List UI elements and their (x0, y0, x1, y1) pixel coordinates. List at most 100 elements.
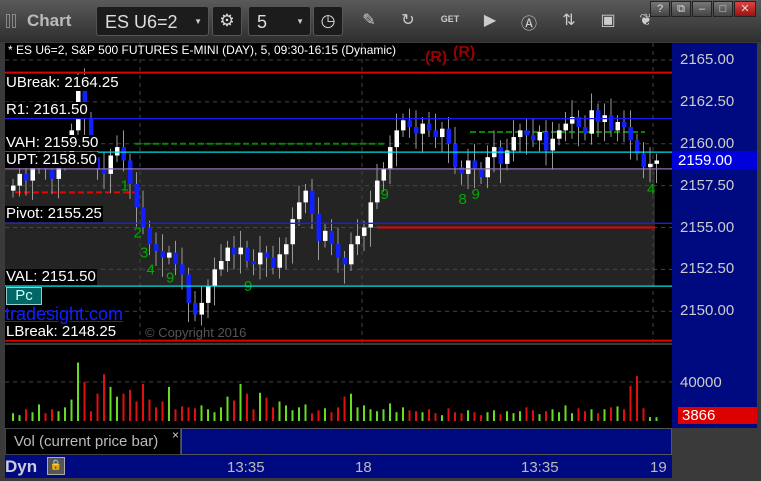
volume-bar (77, 362, 79, 421)
volume-bar (272, 407, 274, 421)
volume-bar (291, 410, 294, 421)
candle-body (141, 207, 146, 228)
candle-body (271, 257, 276, 268)
watermark-link[interactable]: tradesight.com (5, 304, 124, 324)
volume-pane[interactable] (5, 345, 672, 428)
volume-bar (200, 405, 203, 421)
candle-body (446, 128, 451, 144)
volume-bar (402, 407, 404, 421)
candle-body (134, 183, 139, 208)
candle-body (219, 261, 224, 270)
volume-bar (142, 383, 144, 421)
candle-body (407, 120, 412, 127)
volume-bar (389, 403, 391, 421)
candle-body (427, 123, 432, 131)
volume-bar (499, 414, 502, 421)
candle-body (394, 130, 399, 148)
candle-body (121, 147, 126, 161)
minimize-button[interactable]: – (692, 1, 712, 17)
candle-body (329, 230, 334, 245)
volume-bar (70, 399, 73, 421)
symbol-select[interactable]: ES U6=2 ▼ (96, 6, 209, 36)
count-marker: 4 (647, 181, 655, 198)
candle-body (414, 127, 419, 134)
candle-body (173, 252, 178, 265)
gear-icon[interactable]: ⚙ (212, 6, 242, 36)
close-button[interactable]: ✕ (734, 1, 756, 17)
drag-grip-icon[interactable] (12, 14, 16, 28)
volume-bar (194, 408, 196, 421)
volume-bar (181, 406, 183, 421)
interval-select[interactable]: 5 ▼ (248, 6, 311, 36)
candle-body (225, 247, 230, 261)
indicator-tab-bar (181, 428, 672, 455)
candle-body (563, 123, 568, 131)
volume-bar (636, 376, 638, 421)
level-label: R1: 2161.50 (5, 100, 89, 118)
maximize-button[interactable]: □ (713, 1, 733, 17)
candle-body (342, 257, 347, 265)
candle-body (622, 121, 627, 127)
volume-bar (44, 413, 47, 421)
copyright: © Copyright 2016 (145, 325, 247, 340)
help-button[interactable]: ? (650, 1, 670, 17)
volume-bar (317, 410, 320, 421)
restore-button[interactable]: ⧉ (671, 1, 691, 17)
get-icon[interactable]: GET (440, 14, 460, 24)
dyn-mode-button[interactable]: Dyn (5, 457, 38, 476)
volume-bar (408, 410, 411, 421)
candle-body (518, 130, 523, 138)
candle-body (245, 247, 250, 261)
candle-body (596, 110, 601, 122)
pencil-icon[interactable]: ✎ (362, 12, 376, 29)
close-indicator-button[interactable]: × (172, 428, 180, 442)
candle-body (524, 130, 529, 136)
volume-bar (129, 389, 131, 421)
lock-icon[interactable]: 🔒 (47, 457, 65, 475)
candle-body (167, 252, 172, 258)
volume-bar (629, 385, 632, 421)
price-tick: 2157.50 (680, 176, 735, 194)
price-axis[interactable]: 2165.00 2162.50 2160.00 2157.50 2155.00 2152.… (672, 43, 757, 345)
price-tick: 2155.00 (680, 218, 735, 236)
volume-bar (135, 401, 138, 421)
volume-bar (116, 396, 118, 421)
candle-body (323, 230, 328, 241)
candle-body (453, 143, 458, 168)
candle-body (498, 147, 503, 164)
volume-tick: 40000 (680, 374, 722, 391)
volume-bar (428, 409, 430, 421)
candle-body (583, 127, 588, 134)
clock-icon[interactable]: ◷ (313, 6, 343, 36)
candle-body (277, 254, 282, 268)
volume-bar (57, 411, 60, 421)
candle-body (420, 123, 425, 134)
candle-body (147, 227, 152, 245)
candle-body (297, 202, 302, 220)
volume-plot (5, 362, 672, 421)
candle-body (628, 127, 633, 141)
volume-bar (278, 401, 281, 421)
count-marker: 9 (166, 270, 174, 287)
candle-body (212, 269, 217, 287)
time-axis[interactable]: Dyn 🔒 13:35 18 13:35 19 (5, 455, 672, 478)
play-icon[interactable]: ▶ (483, 12, 497, 29)
volume-bar (493, 410, 495, 421)
volume-bar (551, 409, 554, 421)
drag-grip-icon[interactable] (6, 14, 10, 28)
candle-body (30, 167, 35, 181)
swap-icon[interactable]: ⇅ (562, 12, 576, 29)
candle-body (531, 135, 536, 141)
candle-body (11, 185, 16, 191)
refresh-chart-icon[interactable]: ↻ (401, 12, 415, 29)
candle-body (648, 163, 653, 168)
candle-body (303, 190, 308, 203)
candle-body (290, 219, 295, 245)
comment-icon[interactable]: ▣ (600, 12, 616, 29)
pc-button[interactable]: Pc (6, 287, 42, 305)
candle-body (368, 202, 373, 228)
alert-icon[interactable]: Ⓐ (520, 16, 537, 33)
candle-body (199, 302, 204, 315)
twitter-icon[interactable]: ❦ (639, 12, 653, 29)
